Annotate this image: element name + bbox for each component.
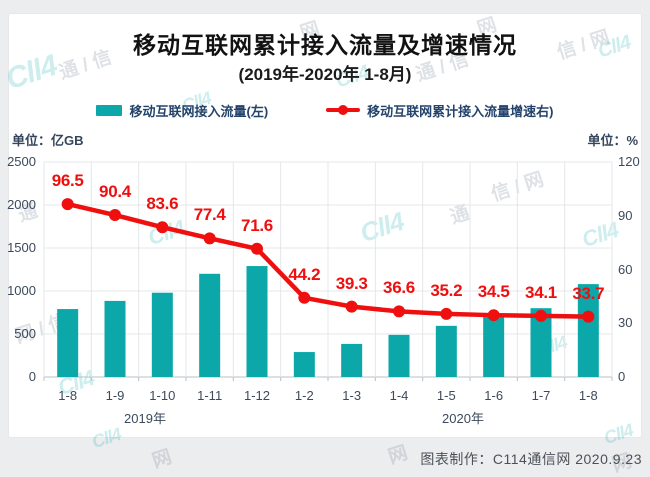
- traffic-bar: [435, 325, 457, 377]
- year-group-label: 2020年: [442, 411, 484, 426]
- growth-data-label: 96.5: [51, 171, 84, 191]
- growth-point: [251, 242, 263, 255]
- chart-title: 移动互联网累计接入流量及增速情况: [133, 32, 517, 58]
- growth-point: [440, 307, 453, 320]
- legend: 移动互联网接入流量(左) 移动互联网累计接入流量增速右): [0, 100, 650, 120]
- x-category-label: 1-2: [294, 388, 314, 403]
- growth-point: [393, 305, 405, 318]
- right-axis-unit: 单位：%: [587, 133, 638, 148]
- right-axis-tick-label: 90: [618, 207, 633, 223]
- growth-point: [156, 221, 169, 234]
- growth-data-label: 35.2: [430, 280, 463, 300]
- growth-point: [582, 310, 595, 323]
- growth-data-label: 77.4: [193, 205, 226, 225]
- left-axis-tick-label: 1000: [7, 283, 36, 298]
- x-category-label: 1-8: [578, 388, 598, 403]
- legend-label-traffic: 移动互联网接入流量(左): [129, 103, 269, 119]
- red-line-marker-icon: [326, 104, 361, 116]
- traffic-bar: [246, 266, 268, 377]
- x-category-label: 1-3: [342, 388, 362, 403]
- traffic-bar: [293, 352, 315, 377]
- growth-point: [203, 232, 216, 245]
- growth-point: [109, 209, 121, 222]
- credit-line: 图表制作：C114通信网 2020.9.23: [420, 451, 642, 467]
- year-group-label: 2019年: [124, 411, 166, 426]
- x-category-label: 1-7: [531, 388, 551, 403]
- growth-point: [345, 300, 358, 313]
- growth-point: [298, 291, 311, 304]
- growth-data-label: 34.5: [477, 282, 510, 302]
- growth-line: [65, 201, 591, 319]
- left-axis-tick-label: 2000: [7, 197, 36, 212]
- right-axis-tick-label: 60: [618, 261, 633, 277]
- growth-data-label: 33.7: [572, 283, 605, 303]
- left-axis-tick-label: 1500: [7, 240, 36, 255]
- growth-data-label: 71.6: [241, 215, 273, 235]
- x-category-label: 1-10: [149, 388, 176, 403]
- traffic-bar: [388, 334, 410, 377]
- growth-point: [61, 198, 74, 211]
- growth-data-label: 39.3: [335, 273, 368, 293]
- traffic-bar: [530, 308, 552, 377]
- traffic-bar: [483, 315, 505, 377]
- cjk-text-watermark: 网: [149, 446, 175, 473]
- growth-data-label: 90.4: [99, 182, 131, 202]
- growth-data-label: 34.1: [525, 282, 557, 302]
- traffic-bar: [341, 343, 363, 377]
- right-axis-tick-label: 0: [618, 369, 626, 384]
- legend-item-traffic: 移动互联网接入流量(左): [96, 101, 268, 120]
- legend-label-growth: 移动互联网累计接入流量增速右): [367, 103, 554, 119]
- cjk-text-watermark: 网: [385, 442, 411, 469]
- left-axis-tick-label: 500: [14, 326, 36, 341]
- traffic-bar: [57, 309, 79, 377]
- legend-item-growth: 移动互联网累计接入流量增速右): [326, 101, 554, 120]
- x-category-label: 1-11: [197, 388, 223, 403]
- growth-point: [535, 309, 547, 322]
- growth-data-label: 44.2: [288, 264, 321, 284]
- left-axis-unit: 单位：亿GB: [12, 133, 84, 148]
- growth-point: [487, 309, 500, 322]
- right-axis-tick-label: 120: [618, 154, 640, 169]
- growth-data-label: 83.6: [146, 194, 179, 214]
- x-category-label: 1-4: [389, 388, 409, 403]
- growth-data-label: 36.6: [383, 278, 415, 298]
- traffic-bar: [577, 284, 599, 377]
- x-category-label: 1-12: [243, 388, 270, 403]
- left-axis-tick-label: 2500: [7, 154, 36, 169]
- traffic-bar: [199, 273, 221, 377]
- x-category-label: 1-8: [58, 388, 78, 403]
- right-axis-tick-label: 30: [618, 315, 633, 331]
- x-category-label: 1-5: [436, 388, 456, 403]
- traffic-bar: [104, 300, 126, 377]
- teal-bar-swatch-icon: [96, 104, 123, 116]
- x-category-label: 1-6: [484, 388, 504, 403]
- plot-area: [43, 161, 613, 381]
- left-axis-tick-label: 0: [28, 369, 36, 384]
- traffic-bar: [151, 292, 173, 377]
- chart-subtitle: (2019年-2020年 1-8月): [238, 65, 412, 84]
- x-category-label: 1-9: [105, 388, 125, 403]
